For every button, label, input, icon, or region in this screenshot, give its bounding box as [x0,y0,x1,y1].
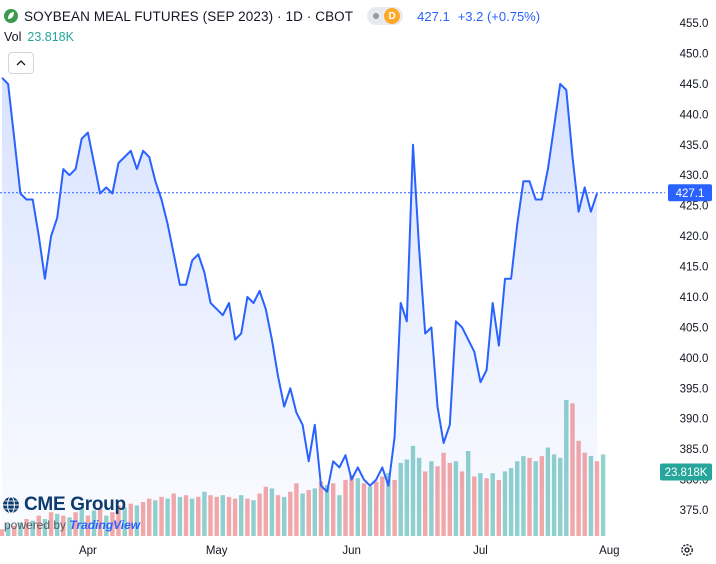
x-axis-tick-label: May [206,545,228,557]
y-axis-tick-label: 410.0 [680,292,709,304]
cme-logo-text: CME Group [24,494,126,515]
y-axis-tick-label: 400.0 [680,353,709,365]
price-line [1,77,598,493]
x-axis-tick-label: Jun [342,545,361,557]
chart-header: SOYBEAN MEAL FUTURES (SEP 2023) · 1D · C… [4,6,540,26]
powered-by-label: powered by [4,518,67,532]
interval-badge: D [384,8,401,24]
symbol-title[interactable]: SOYBEAN MEAL FUTURES (SEP 2023) · 1D · C… [24,8,354,24]
collapse-legend-button[interactable] [8,52,34,74]
last-price-badge: 427.1 [668,184,712,202]
tradingview-logo: TradingView [69,518,141,532]
chevron-up-icon [16,60,26,66]
y-axis-tick-label: 430.0 [680,170,709,182]
gear-icon[interactable] [680,543,694,557]
y-axis-tick-label: 390.0 [680,414,709,426]
y-axis-tick-label: 395.0 [680,383,709,395]
cme-logo[interactable]: CME Group [2,494,126,516]
svg-text:23.818K: 23.818K [665,467,708,479]
y-axis-tick-label: 445.0 [680,79,709,91]
x-axis-tick-label: Apr [79,545,97,557]
volume-badge: 23.818K [660,463,712,481]
y-axis-tick-label: 415.0 [680,262,709,274]
price-area-fill [2,77,597,537]
leaf-icon [4,9,18,23]
status-pill[interactable]: D [367,7,404,25]
last-price: 427.1 [417,8,450,24]
x-axis-tick-label: Jul [473,545,488,557]
volume-legend: Vol 23.818K [4,30,74,44]
volume-label: Vol [4,30,22,44]
price-change: +3.2 (+0.75%) [457,8,541,24]
y-axis-tick-label: 375.0 [680,505,709,517]
volume-value: 23.818K [27,30,74,44]
globe-icon [3,496,19,514]
y-axis-tick-label: 435.0 [680,140,709,152]
y-axis-tick-label: 405.0 [680,322,709,334]
status-dot [373,13,380,19]
y-axis-tick-label: 450.0 [680,48,709,60]
x-axis-tick-label: Aug [599,545,619,557]
y-axis-tick-label: 455.0 [680,18,709,30]
powered-by-tradingview[interactable]: powered by TradingView [4,518,140,532]
y-axis-tick-label: 425.0 [680,201,709,213]
y-axis-tick-label: 420.0 [680,231,709,243]
volume-bar [600,454,606,536]
y-axis-tick-label: 385.0 [680,444,709,456]
svg-text:427.1: 427.1 [676,188,705,200]
y-axis-tick-label: 440.0 [680,109,709,121]
